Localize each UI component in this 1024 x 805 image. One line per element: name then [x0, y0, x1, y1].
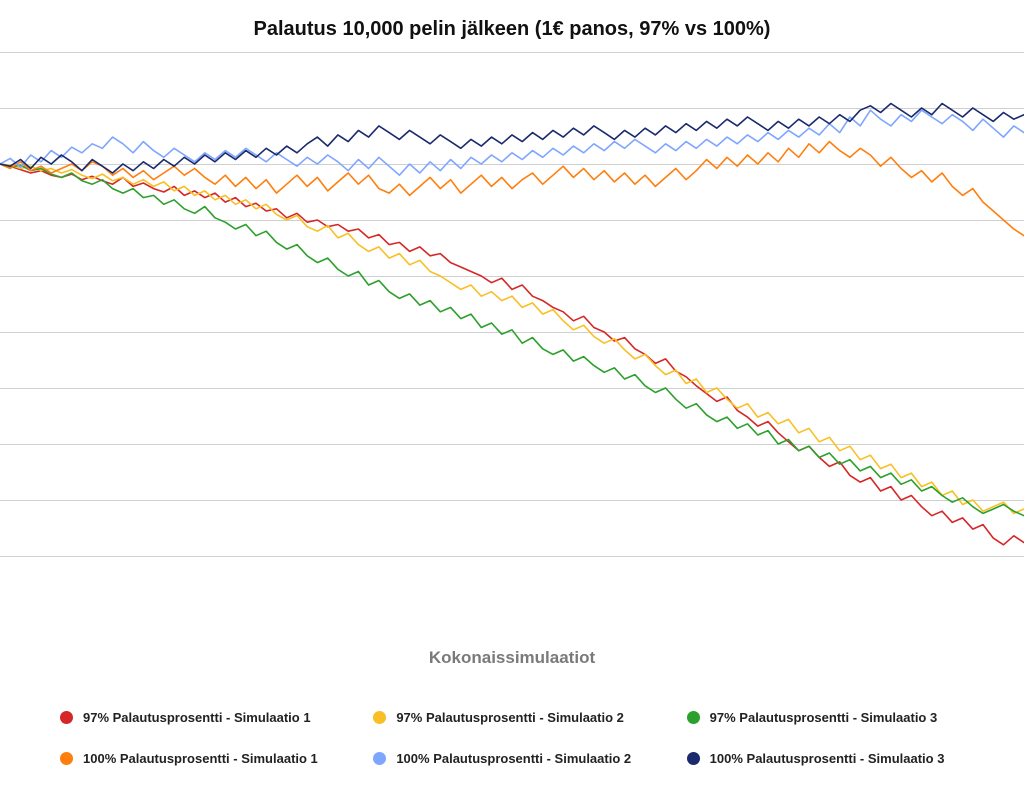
series-line: [0, 164, 1024, 545]
legend-swatch: [687, 711, 700, 724]
chart-plot-area: [0, 52, 1024, 612]
legend-label: 97% Palautusprosentti - Simulaatio 1: [83, 710, 311, 725]
chart-x-axis-label: Kokonaissimulaatiot: [0, 648, 1024, 668]
legend-swatch: [687, 752, 700, 765]
chart-legend: 97% Palautusprosentti - Simulaatio 1 97% …: [60, 710, 980, 766]
legend-swatch: [60, 752, 73, 765]
legend-label: 97% Palautusprosentti - Simulaatio 3: [710, 710, 938, 725]
series-line: [0, 164, 1024, 513]
legend-swatch: [373, 752, 386, 765]
legend-swatch: [373, 711, 386, 724]
legend-item: 100% Palautusprosentti - Simulaatio 1: [60, 751, 353, 766]
legend-label: 100% Palautusprosentti - Simulaatio 2: [396, 751, 631, 766]
legend-item: 100% Palautusprosentti - Simulaatio 3: [687, 751, 980, 766]
chart-title: Palautus 10,000 pelin jälkeen (1€ panos,…: [0, 18, 1024, 41]
series-line: [0, 104, 1024, 174]
legend-item: 97% Palautusprosentti - Simulaatio 3: [687, 710, 980, 725]
legend-label: 97% Palautusprosentti - Simulaatio 2: [396, 710, 624, 725]
legend-item: 97% Palautusprosentti - Simulaatio 2: [373, 710, 666, 725]
legend-label: 100% Palautusprosentti - Simulaatio 1: [83, 751, 318, 766]
series-line: [0, 164, 1024, 516]
legend-label: 100% Palautusprosentti - Simulaatio 3: [710, 751, 945, 766]
legend-item: 100% Palautusprosentti - Simulaatio 2: [373, 751, 666, 766]
series-line: [0, 110, 1024, 175]
chart-lines: [0, 52, 1024, 612]
legend-item: 97% Palautusprosentti - Simulaatio 1: [60, 710, 353, 725]
legend-swatch: [60, 711, 73, 724]
